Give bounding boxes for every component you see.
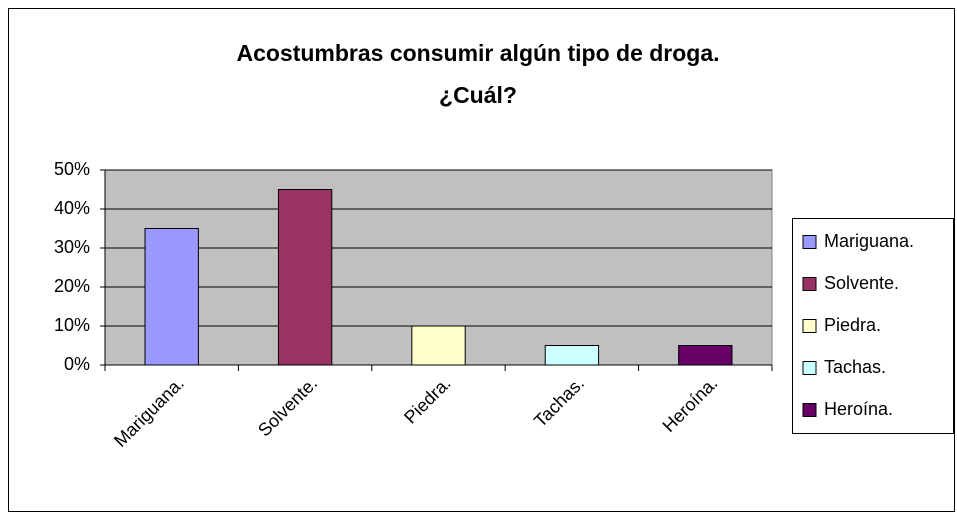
legend-label: Mariguana. bbox=[824, 231, 914, 251]
y-tick-label: 40% bbox=[54, 198, 90, 218]
legend-swatch bbox=[802, 319, 817, 333]
legend-swatch bbox=[802, 277, 817, 291]
bar bbox=[277, 189, 333, 366]
y-tick-label: 0% bbox=[64, 354, 90, 374]
chart-title: ¿Cuál? bbox=[439, 82, 517, 108]
bar bbox=[411, 325, 466, 366]
y-tick-label: 10% bbox=[54, 315, 90, 335]
legend-label: Piedra. bbox=[824, 315, 881, 335]
legend-swatch bbox=[802, 235, 817, 249]
y-tick-label: 50% bbox=[54, 159, 90, 179]
legend-label: Tachas. bbox=[824, 357, 886, 377]
bar bbox=[144, 228, 199, 366]
legend-swatch bbox=[802, 361, 817, 375]
legend-label: Heroína. bbox=[824, 399, 893, 419]
y-tick-label: 20% bbox=[54, 276, 90, 296]
chart-title: Acostumbras consumir algún tipo de droga… bbox=[236, 40, 719, 66]
bar bbox=[544, 345, 600, 366]
bar bbox=[678, 345, 733, 366]
legend-label: Solvente. bbox=[824, 273, 899, 293]
legend-box bbox=[792, 218, 954, 434]
y-tick-label: 30% bbox=[54, 237, 90, 257]
legend-swatch bbox=[802, 403, 817, 417]
